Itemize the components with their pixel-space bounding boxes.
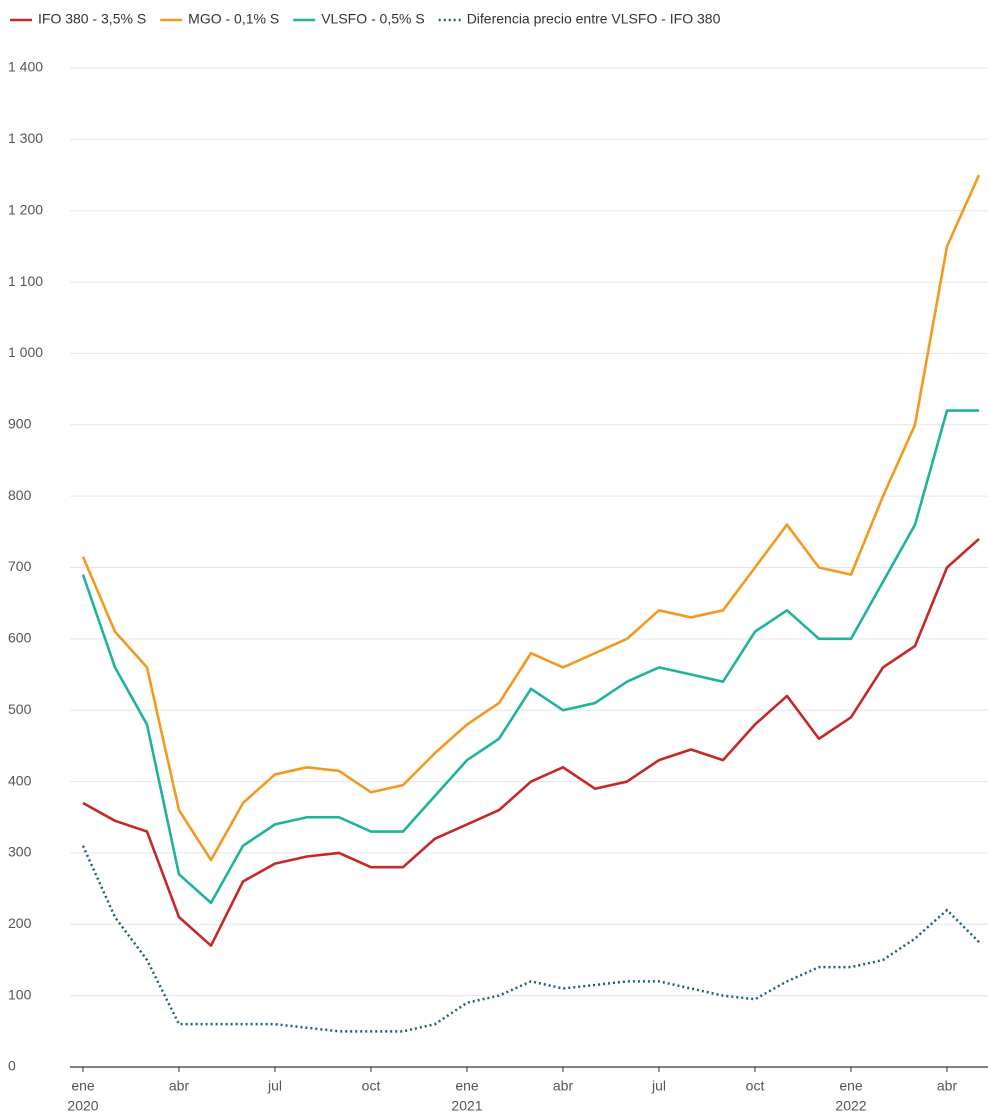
x-tick-year: 2021 xyxy=(451,1098,482,1114)
series-line xyxy=(81,845,980,1033)
x-tick-label: jul xyxy=(651,1078,666,1094)
y-tick-label: 900 xyxy=(8,415,32,431)
x-tick-label: ene xyxy=(839,1078,863,1094)
x-tick-label: abr xyxy=(937,1078,958,1094)
x-tick-label: ene xyxy=(455,1078,479,1094)
y-tick-label: 200 xyxy=(8,915,32,931)
y-tick-label: 700 xyxy=(8,558,32,574)
y-tick-label: 500 xyxy=(8,701,32,717)
y-tick-label: 0 xyxy=(8,1058,16,1074)
x-tick-label: jul xyxy=(267,1078,282,1094)
y-tick-label: 300 xyxy=(8,844,32,860)
x-tick-label: abr xyxy=(169,1078,190,1094)
legend: IFO 380 - 3,5% S MGO - 0,1% S VLSFO - 0,5%… xyxy=(10,11,721,27)
y-tick-label: 800 xyxy=(8,487,32,503)
y-tick-label: 1 300 xyxy=(8,130,43,146)
y-tick-label: 1 400 xyxy=(8,59,43,75)
series-line xyxy=(81,174,981,862)
x-tick-label: oct xyxy=(746,1078,765,1094)
legend-label: MGO - 0,1% S xyxy=(188,11,279,27)
y-tick-label: 400 xyxy=(8,772,32,788)
series-line xyxy=(81,409,979,905)
legend-label: VLSFO - 0,5% S xyxy=(321,11,424,27)
x-tick-label: ene xyxy=(71,1078,95,1094)
x-tick-label: abr xyxy=(553,1078,574,1094)
y-tick-label: 1 100 xyxy=(8,273,43,289)
x-tick-year: 2022 xyxy=(835,1098,866,1114)
legend-label: IFO 380 - 3,5% S xyxy=(38,11,146,27)
y-tick-label: 1 200 xyxy=(8,201,43,217)
y-tick-label: 1 000 xyxy=(8,344,43,360)
y-tick-label: 100 xyxy=(8,986,32,1002)
series-line xyxy=(82,537,980,947)
legend-label: Diferencia precio entre VLSFO - IFO 380 xyxy=(467,11,721,27)
x-tick-year: 2020 xyxy=(67,1098,98,1114)
y-tick-label: 600 xyxy=(8,630,32,646)
x-tick-label: oct xyxy=(362,1078,381,1094)
